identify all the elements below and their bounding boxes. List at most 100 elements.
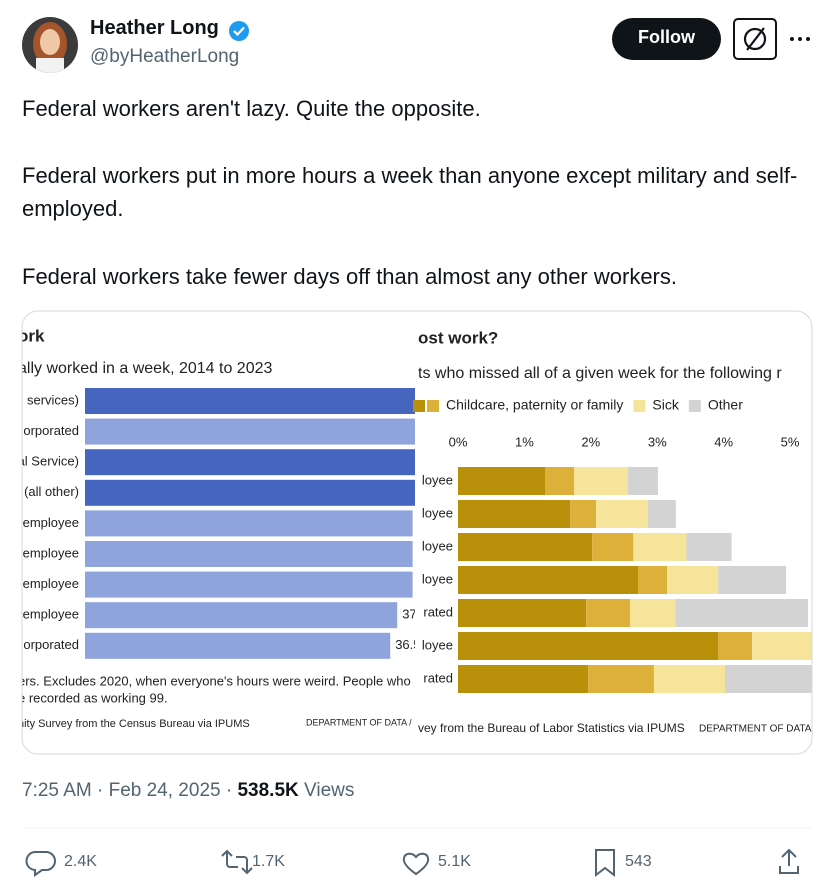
follow-button-bg[interactable] — [612, 18, 721, 60]
bar-segment — [819, 632, 834, 660]
bookmark-icon[interactable] — [595, 849, 615, 878]
bar-segment — [458, 599, 587, 627]
bar — [85, 632, 391, 659]
grok-icon[interactable] — [733, 18, 777, 60]
x-tick-label: 5% — [781, 434, 800, 449]
bar-segment — [574, 467, 629, 495]
row-label: loyee — [422, 505, 453, 520]
left-chart: ork ally worked in a week, 2014 to 2023 se… — [18, 326, 420, 730]
legend-swatch — [688, 400, 701, 412]
views-label: Views — [304, 780, 355, 801]
timestamp[interactable]: 7:25 AM · Feb 24, 2025 — [22, 780, 221, 801]
action-icons — [25, 848, 799, 878]
bar-segment — [628, 467, 658, 495]
chart-title: ork — [18, 326, 45, 345]
author-name[interactable]: Heather Long — [90, 17, 219, 39]
row-label: services) — [27, 392, 79, 407]
more-menu[interactable] — [790, 37, 810, 41]
chart-source: vey from the Bureau of Labor Statistics … — [418, 721, 685, 735]
bar-segment — [586, 599, 631, 627]
legend-swatch — [633, 400, 646, 412]
row-label: rated — [423, 604, 453, 619]
chart-note: e recorded as working 99. — [18, 690, 168, 705]
bar — [85, 388, 415, 414]
bar-segment — [667, 566, 719, 594]
chart-title: ost work? — [418, 328, 498, 347]
value-label: 37 — [402, 607, 416, 622]
bar-segment — [724, 665, 812, 693]
bookmark-count[interactable]: 543 — [625, 853, 652, 870]
value-label: 36.5 — [395, 637, 420, 652]
bar — [85, 449, 415, 476]
row-label: orporated — [23, 423, 79, 438]
like-icon[interactable] — [402, 852, 430, 876]
chart-subtitle: ally worked in a week, 2014 to 2023 — [18, 360, 272, 377]
bar-segment — [458, 467, 546, 495]
chart-credit: DEPARTMENT OF DATA / — [699, 724, 817, 735]
bar-segment — [570, 500, 597, 528]
author-handle[interactable]: @byHeatherLong — [90, 46, 240, 67]
bar-segment — [718, 566, 787, 594]
reply-icon[interactable] — [25, 850, 56, 877]
row-label: rated — [423, 670, 453, 685]
like-count[interactable]: 5.1K — [438, 853, 471, 870]
row-label: employee — [23, 545, 79, 560]
row-label: employee — [23, 576, 79, 591]
bar-segment — [458, 500, 571, 528]
bar-segment — [675, 599, 809, 627]
x-tick-label: 1% — [515, 434, 534, 449]
row-label: employee — [23, 515, 79, 530]
media-border — [21, 310, 813, 755]
x-tick-label: 4% — [714, 434, 733, 449]
avatar[interactable] — [22, 17, 78, 78]
bar-segment — [718, 632, 753, 660]
bar-segment — [458, 533, 593, 561]
verified-badge — [229, 21, 249, 41]
repost-icon[interactable] — [221, 849, 253, 875]
bar-segment — [637, 566, 668, 594]
bar-segment — [545, 467, 575, 495]
row-label: al Service) — [18, 454, 79, 469]
views-count: 538.5K — [237, 780, 299, 801]
repost-count[interactable]: 1.7K — [252, 853, 285, 870]
bar — [85, 510, 413, 537]
x-tick-label: 3% — [648, 434, 667, 449]
row-label: loyee — [422, 538, 453, 553]
legend-label: Sick — [652, 397, 679, 413]
row-label: loyee — [422, 472, 453, 487]
legend-swatch — [413, 400, 425, 412]
x-tick-label: 2% — [581, 434, 600, 449]
bar-segment — [592, 533, 634, 561]
bar-segment — [458, 665, 589, 693]
row-label: orporated — [23, 637, 79, 652]
tweet-paragraph: Federal workers take fewer days off than… — [22, 264, 677, 289]
bar — [85, 418, 415, 445]
bar-segment — [630, 599, 676, 627]
share-icon[interactable] — [779, 848, 799, 874]
chart-credit: DEPARTMENT OF DATA / — [306, 717, 412, 727]
row-label: loyee — [422, 571, 453, 586]
row-label: loyee — [422, 637, 453, 652]
row-label: employee — [23, 607, 79, 622]
x-tick-label: 0% — [449, 434, 468, 449]
chart-subtitle: ts who missed all of a given week for th… — [418, 365, 782, 382]
legend-label: Childcare, paternity or family — [446, 397, 623, 413]
bar-segment — [596, 500, 648, 528]
bar-segment — [686, 533, 732, 561]
chart-source: nity Survey from the Census Bureau via I… — [18, 718, 250, 730]
bar-segment — [458, 632, 719, 660]
bar-segment — [653, 665, 725, 693]
bar — [85, 479, 415, 506]
bar — [85, 571, 413, 598]
legend-swatch — [427, 400, 439, 412]
bar-segment — [647, 500, 676, 528]
bar-segment — [588, 665, 654, 693]
reply-count[interactable]: 2.4K — [64, 853, 97, 870]
chart-note: ers. Excludes 2020, when everyone's hour… — [18, 673, 419, 688]
bar-segment — [752, 632, 812, 660]
follow-button[interactable]: Follow — [638, 27, 695, 47]
footer: 7:25 AM · Feb 24, 2025 · 538.5K Views — [22, 780, 354, 802]
legend-label: Other — [708, 397, 743, 413]
